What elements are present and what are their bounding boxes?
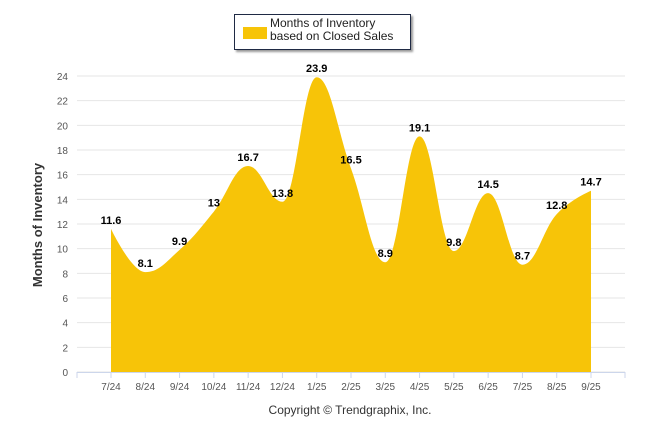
data-label: 8.1	[138, 258, 153, 270]
legend[interactable]: Months of Inventory based on Closed Sale…	[234, 14, 411, 50]
y-axis-title: Months of Inventory	[30, 162, 45, 287]
x-tick-label: 2/25	[341, 382, 361, 393]
data-label: 12.8	[546, 200, 567, 212]
x-tick-label: 1/25	[307, 382, 327, 393]
x-tick-label: 12/24	[270, 382, 295, 393]
y-tick-label: 22	[57, 97, 69, 108]
x-tick-label: 7/25	[513, 382, 533, 393]
y-tick-label: 12	[57, 220, 69, 231]
legend-swatch	[243, 27, 267, 39]
x-tick-label: 8/24	[136, 382, 156, 393]
x-tick-label: 6/25	[478, 382, 498, 393]
x-tick-label: 11/24	[236, 382, 261, 393]
x-tick-label: 9/25	[581, 382, 601, 393]
y-tick-label: 8	[62, 269, 68, 280]
y-tick-label: 0	[62, 368, 68, 379]
data-label: 16.5	[340, 155, 361, 167]
y-tick-label: 6	[62, 294, 68, 305]
y-tick-label: 24	[57, 72, 69, 83]
y-tick-label: 2	[62, 343, 68, 354]
x-tick-label: 10/24	[201, 382, 226, 393]
y-tick-label: 18	[57, 146, 69, 157]
x-tick-label: 5/25	[444, 382, 464, 393]
y-tick-label: 20	[57, 121, 69, 132]
legend-label: Months of Inventory based on Closed Sale…	[270, 16, 394, 43]
data-label: 14.7	[580, 177, 601, 189]
data-label: 11.6	[101, 215, 122, 227]
credit-text[interactable]: Copyright © Trendgraphix, Inc.	[269, 403, 432, 417]
data-label: 16.7	[237, 152, 258, 164]
data-label: 19.1	[409, 122, 430, 134]
x-tick-label: 3/25	[376, 382, 396, 393]
x-tick-label: 9/24	[170, 382, 190, 393]
data-label: 13.8	[272, 188, 293, 200]
x-tick-label: 4/25	[410, 382, 430, 393]
y-tick-label: 14	[57, 195, 69, 206]
data-label: 8.9	[378, 248, 393, 260]
y-tick-label: 16	[57, 171, 69, 182]
data-label: 14.5	[477, 179, 498, 191]
x-tick-label: 7/24	[101, 382, 121, 393]
y-tick-label: 4	[62, 319, 68, 330]
data-label: 8.7	[515, 251, 530, 263]
x-tick-label: 8/25	[547, 382, 567, 393]
data-label: 9.9	[172, 236, 187, 248]
data-label: 13	[208, 198, 220, 210]
data-label: 23.9	[306, 63, 327, 75]
data-label: 9.8	[446, 237, 461, 249]
y-tick-label: 10	[57, 245, 69, 256]
series-area	[111, 77, 591, 372]
